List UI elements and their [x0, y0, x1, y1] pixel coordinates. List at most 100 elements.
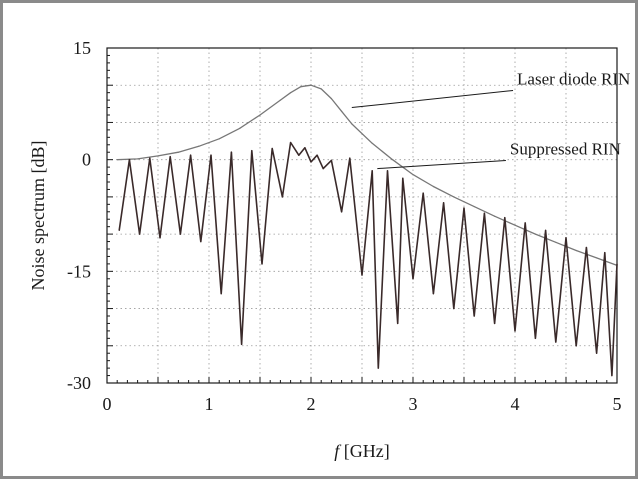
data-point	[555, 241, 557, 243]
data-point	[453, 196, 455, 198]
data-point	[230, 151, 233, 153]
y-tick-labels: -30 -15 0 15	[67, 38, 91, 393]
y-tick-label: 0	[82, 150, 91, 170]
data-point	[298, 154, 300, 156]
annotations: Laser diode RIN Suppressed RIN	[351, 69, 630, 170]
annotation-leader-line	[377, 159, 506, 170]
x-axis-label-variable: f	[334, 441, 342, 461]
data-point	[565, 237, 567, 239]
data-point	[316, 154, 318, 156]
data-point	[116, 159, 118, 161]
data-point	[310, 161, 312, 163]
data-point	[473, 315, 475, 317]
data-point	[432, 185, 434, 188]
data-point	[139, 233, 141, 235]
data-point	[422, 192, 424, 194]
x-tick-label: 5	[613, 394, 622, 414]
data-point	[320, 88, 322, 90]
data-point	[128, 159, 131, 161]
data-point	[412, 278, 414, 280]
annotation-suppressed-rin: Suppressed RIN	[510, 139, 621, 158]
x-tick-label: 0	[103, 394, 112, 414]
data-point	[371, 142, 373, 144]
data-point	[177, 151, 179, 153]
data-point	[322, 168, 324, 170]
data-point	[304, 147, 306, 149]
data-point	[494, 322, 496, 325]
data-point	[159, 237, 161, 239]
data-point	[310, 84, 312, 86]
data-point	[604, 252, 606, 254]
data-point	[251, 150, 253, 152]
data-point	[596, 257, 598, 259]
annotation-leader-line	[351, 89, 514, 109]
x-tick-label: 4	[511, 394, 520, 414]
y-tick-label: -30	[67, 373, 91, 393]
data-point	[351, 123, 353, 125]
data-point	[279, 99, 281, 101]
data-point	[514, 224, 516, 226]
data-point	[300, 86, 302, 88]
data-point	[179, 233, 182, 235]
data-point	[443, 202, 445, 204]
data-point	[290, 141, 292, 144]
x-axis-label-unit: [GHz]	[339, 441, 389, 461]
data-point	[483, 212, 485, 214]
data-point	[504, 217, 506, 219]
data-point	[611, 374, 613, 377]
series-layer	[116, 84, 618, 377]
data-point	[341, 211, 343, 213]
data-point	[453, 307, 455, 310]
data-point	[290, 92, 292, 94]
x-tick-labels: 0 1 2 3 4 5	[103, 394, 622, 414]
data-point	[585, 246, 588, 249]
data-point	[377, 367, 379, 369]
data-point	[330, 98, 332, 100]
data-point	[239, 127, 241, 129]
data-point	[137, 158, 139, 160]
data-point	[473, 205, 475, 208]
data-point	[596, 352, 598, 354]
data-point	[412, 173, 414, 176]
data-point	[281, 196, 284, 198]
data-point	[494, 215, 496, 217]
data-point	[218, 138, 220, 140]
x-tick-label: 1	[205, 394, 214, 414]
data-point	[261, 263, 263, 265]
data-point	[397, 322, 399, 325]
data-point	[241, 343, 243, 345]
series-suppressed-rin	[118, 141, 618, 377]
data-point	[575, 249, 577, 252]
series-laser-diode-rin	[116, 84, 618, 267]
data-point	[555, 341, 557, 343]
data-point	[534, 337, 537, 339]
annotation-laser-diode-rin: Laser diode RIN	[517, 69, 630, 88]
data-point	[341, 110, 343, 112]
data-point	[514, 330, 516, 332]
data-point	[259, 114, 261, 116]
series-line	[118, 141, 618, 377]
data-point	[361, 274, 363, 276]
data-point	[463, 207, 465, 209]
data-point	[169, 156, 171, 158]
data-point	[220, 293, 222, 295]
data-point	[545, 229, 547, 231]
data-point	[190, 154, 192, 156]
data-point	[349, 157, 351, 159]
minor-ticks	[106, 47, 618, 384]
data-point	[271, 147, 273, 150]
data-point	[330, 159, 332, 162]
x-tick-label: 2	[307, 394, 316, 414]
data-point	[200, 240, 202, 243]
data-point	[198, 145, 200, 147]
data-point	[210, 154, 212, 156]
data-point	[118, 229, 120, 231]
data-point	[575, 345, 577, 347]
x-tick-label: 3	[409, 394, 418, 414]
data-point	[157, 155, 159, 157]
data-point	[524, 222, 526, 224]
data-point	[371, 170, 373, 172]
data-point	[392, 159, 394, 161]
data-point	[534, 233, 537, 235]
